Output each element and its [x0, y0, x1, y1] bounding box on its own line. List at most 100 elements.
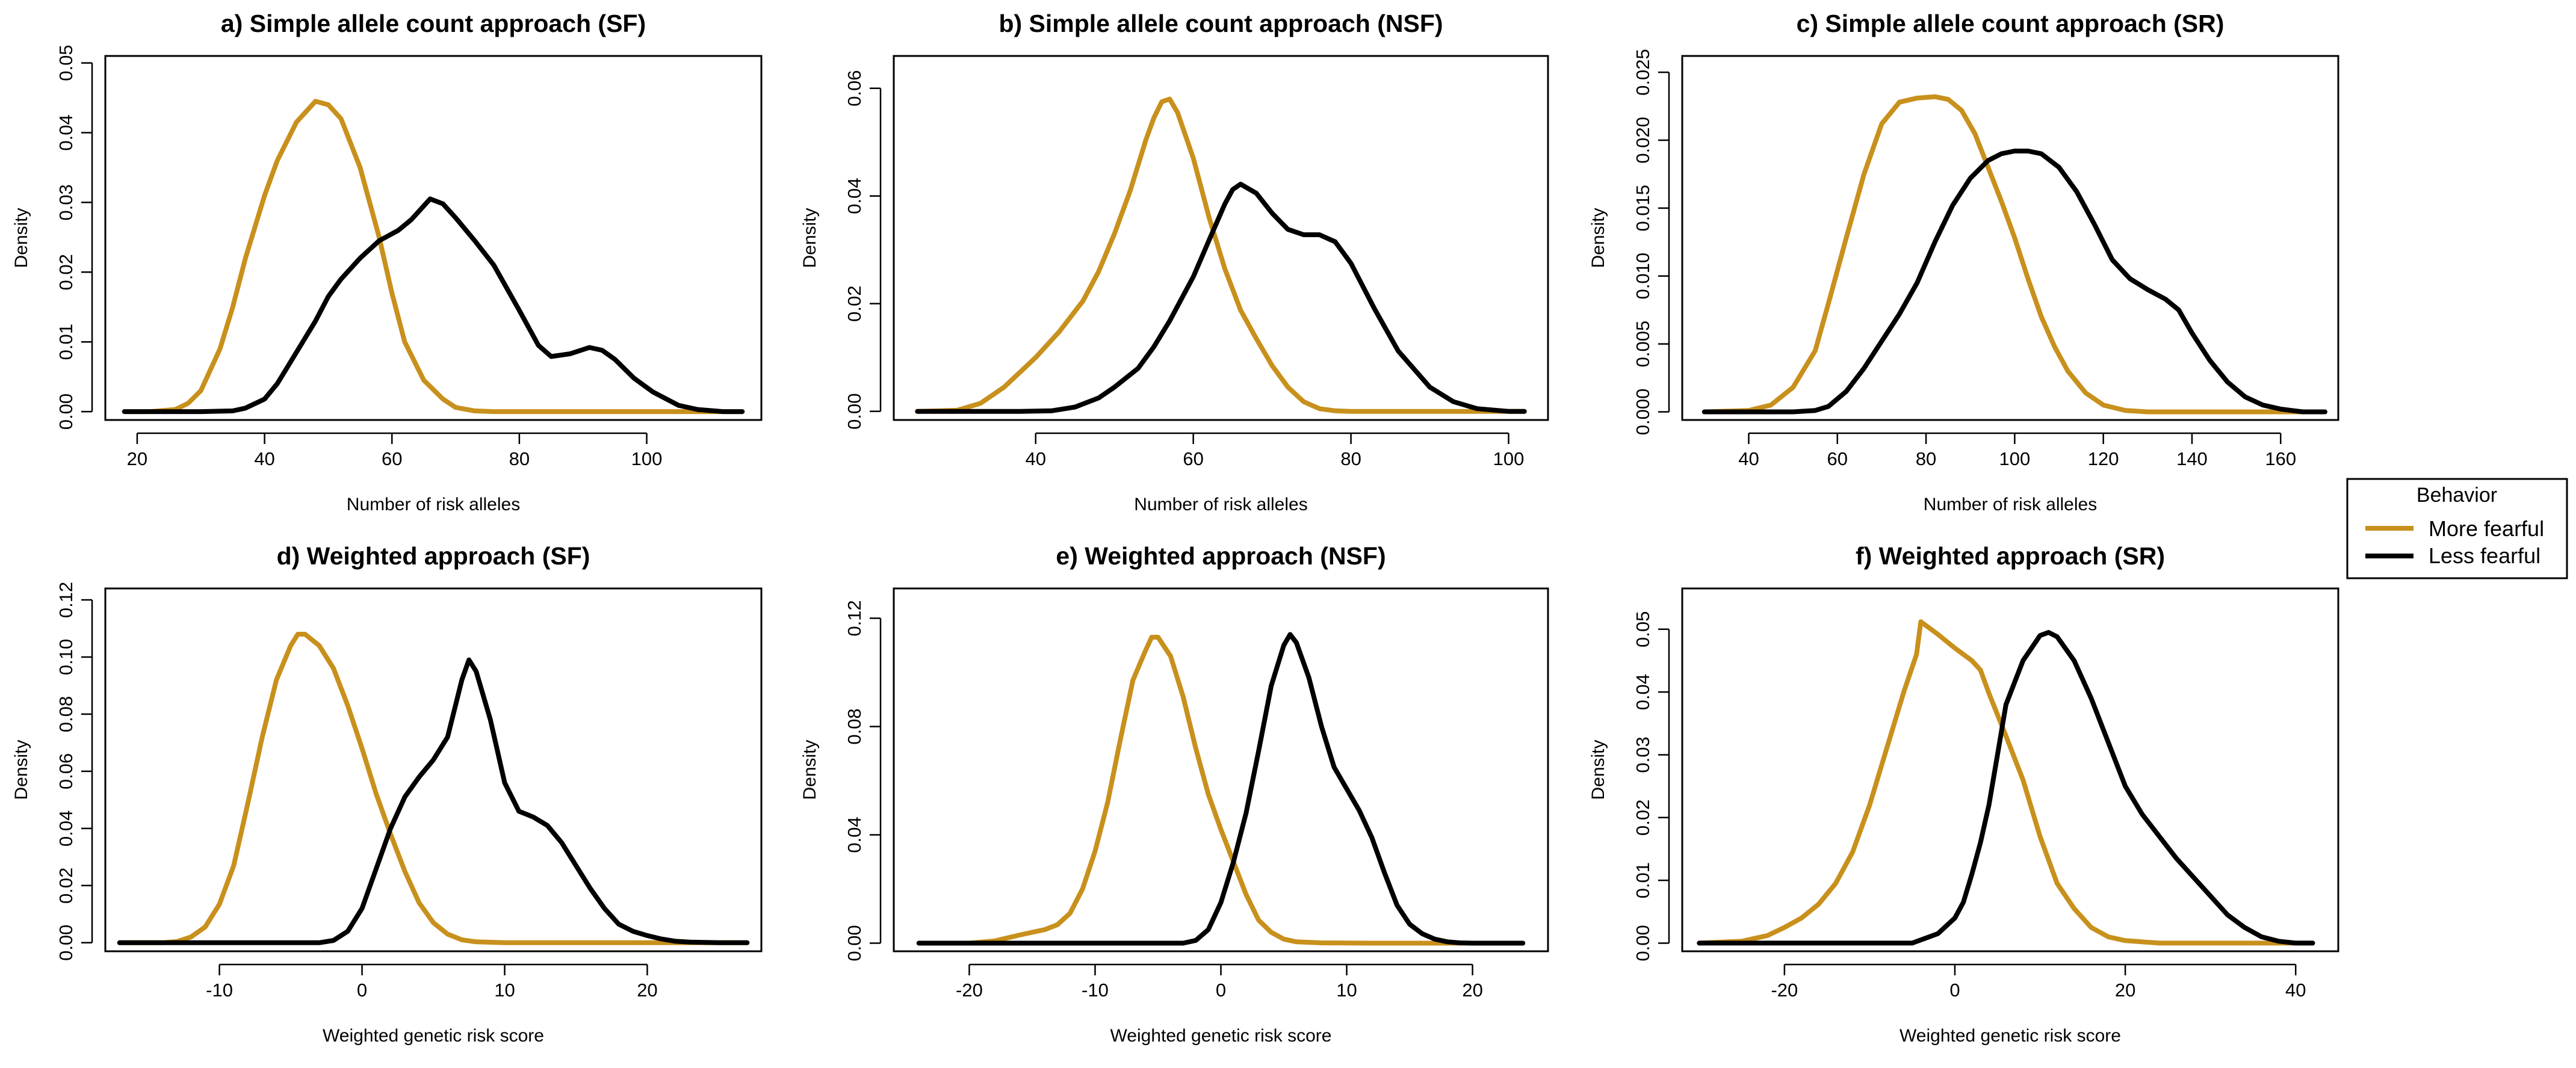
chart-title: b) Simple allele count approach (NSF) — [999, 10, 1443, 37]
x-axis-label: Weighted genetic risk score — [323, 1026, 544, 1046]
y-tick-label: 0.02 — [55, 868, 76, 904]
y-tick-label: 0.005 — [1632, 321, 1653, 368]
x-tick-label: 10 — [1336, 980, 1357, 1001]
y-tick-label: 0.00 — [55, 394, 76, 430]
x-axis-label: Number of risk alleles — [347, 495, 520, 514]
x-tick-label: 80 — [1916, 448, 1936, 469]
y-tick-label: 0.020 — [1632, 117, 1653, 164]
chart-title: c) Simple allele count approach (SR) — [1797, 10, 2225, 37]
y-tick-label: 0.12 — [55, 582, 76, 618]
y-tick-label: 0.02 — [55, 254, 76, 290]
plot-frame — [1681, 55, 2339, 421]
legend-label-less-fearful: Less fearful — [2429, 543, 2540, 568]
y-tick-label: 0.04 — [55, 810, 76, 847]
chart-title: a) Simple allele count approach (SF) — [221, 10, 646, 37]
y-axis-label: Density — [11, 208, 31, 268]
plot-frame — [104, 587, 763, 952]
plot-frame — [104, 55, 763, 421]
y-tick-label: 0.05 — [55, 45, 76, 81]
series-line-more-fearful — [1701, 94, 2327, 415]
x-tick-label: 100 — [1493, 448, 1525, 469]
y-tick-label: 0.04 — [844, 178, 865, 214]
chart-panel-2: b) Simple allele count approach (NSF) 40 6… — [800, 10, 1549, 514]
y-tick-label: 0.010 — [1632, 253, 1653, 300]
series-line-more-fearful — [117, 632, 750, 945]
y-axis-label: Density — [1588, 208, 1608, 268]
plot-frame — [1681, 587, 2339, 952]
y-tick-label: 0.01 — [1632, 862, 1653, 898]
x-axis-label: Number of risk alleles — [1924, 495, 2097, 514]
y-tick-label: 0.05 — [1632, 611, 1653, 647]
y-tick-label: 0.03 — [55, 184, 76, 220]
x-tick-label: 0 — [357, 980, 367, 1001]
legend-title: Behavior — [2417, 484, 2497, 507]
x-tick-label: 160 — [2265, 448, 2296, 469]
plot-frame — [893, 587, 1549, 952]
chart-title: e) Weighted approach (NSF) — [1056, 542, 1386, 570]
y-tick-label: 0.08 — [55, 696, 76, 732]
y-tick-label: 0.10 — [55, 639, 76, 675]
x-tick-label: 40 — [1025, 448, 1045, 469]
y-tick-label: 0.12 — [844, 600, 865, 636]
x-tick-label: -20 — [956, 980, 983, 1001]
series-line-more-fearful — [916, 635, 1526, 946]
y-tick-label: 0.00 — [844, 925, 865, 961]
series-line-less-fearful — [122, 196, 745, 415]
x-tick-label: 100 — [1999, 448, 2030, 469]
x-tick-label: 20 — [1462, 980, 1482, 1001]
y-tick-label: 0.01 — [55, 324, 76, 360]
series-line-less-fearful — [916, 632, 1526, 946]
legend: Behavior More fearful Less fearful — [2346, 478, 2568, 579]
chart-panel-6: f) Weighted approach (SR) -20 0 20 40 0.00 0.0… — [1588, 542, 2339, 1046]
series-line-less-fearful — [117, 657, 750, 945]
x-tick-label: 20 — [127, 448, 147, 469]
x-tick-label: -20 — [1771, 980, 1798, 1001]
x-tick-label: 100 — [631, 448, 663, 469]
y-tick-label: 0.06 — [844, 70, 865, 106]
y-tick-label: 0.04 — [844, 816, 865, 853]
x-tick-label: 10 — [494, 980, 515, 1001]
x-tick-label: 60 — [1183, 448, 1203, 469]
y-axis-label: Density — [11, 739, 31, 800]
y-tick-label: 0.000 — [1632, 389, 1653, 436]
x-tick-label: -10 — [1082, 980, 1109, 1001]
x-tick-label: 140 — [2176, 448, 2208, 469]
x-tick-label: 120 — [2088, 448, 2119, 469]
x-tick-label: 20 — [637, 980, 657, 1001]
y-tick-label: 0.04 — [55, 114, 76, 150]
chart-panel-5: e) Weighted approach (NSF) -20 -10 0 10 20 0.0… — [800, 542, 1549, 1046]
chart-panel-1: a) Simple allele count approach (SF) 20 40… — [11, 10, 763, 514]
x-axis-label: Weighted genetic risk score — [1110, 1026, 1332, 1046]
x-tick-label: 40 — [2285, 980, 2306, 1001]
x-tick-label: -10 — [206, 980, 233, 1001]
y-tick-label: 0.015 — [1632, 185, 1653, 232]
series-line-less-fearful — [1701, 149, 2327, 415]
plot-frame — [893, 55, 1549, 421]
x-tick-label: 20 — [2115, 980, 2135, 1001]
x-axis-label: Number of risk alleles — [1134, 495, 1307, 514]
x-tick-label: 60 — [1827, 448, 1848, 469]
y-tick-label: 0.03 — [1632, 736, 1653, 773]
y-tick-label: 0.00 — [55, 925, 76, 961]
series-line-more-fearful — [122, 99, 745, 415]
y-axis-label: Density — [1588, 739, 1608, 800]
series-line-more-fearful — [1697, 619, 2315, 946]
y-tick-label: 0.08 — [844, 708, 865, 744]
x-axis-label: Weighted genetic risk score — [1899, 1026, 2121, 1046]
y-tick-label: 0.025 — [1632, 49, 1653, 96]
x-tick-label: 80 — [1340, 448, 1361, 469]
y-tick-label: 0.02 — [1632, 800, 1653, 836]
x-tick-label: 0 — [1216, 980, 1226, 1001]
y-tick-label: 0.00 — [1632, 925, 1653, 961]
chart-panel-4: d) Weighted approach (SF) -10 0 10 20 0.00 0.0… — [11, 542, 763, 1046]
x-tick-label: 80 — [509, 448, 530, 469]
series-line-less-fearful — [915, 182, 1527, 414]
chart-title: d) Weighted approach (SF) — [277, 542, 590, 570]
legend-label-more-fearful: More fearful — [2429, 516, 2544, 541]
y-axis-label: Density — [800, 208, 820, 268]
y-tick-label: 0.04 — [1632, 674, 1653, 710]
x-tick-label: 40 — [254, 448, 274, 469]
x-tick-label: 40 — [1738, 448, 1759, 469]
y-tick-label: 0.06 — [55, 753, 76, 789]
